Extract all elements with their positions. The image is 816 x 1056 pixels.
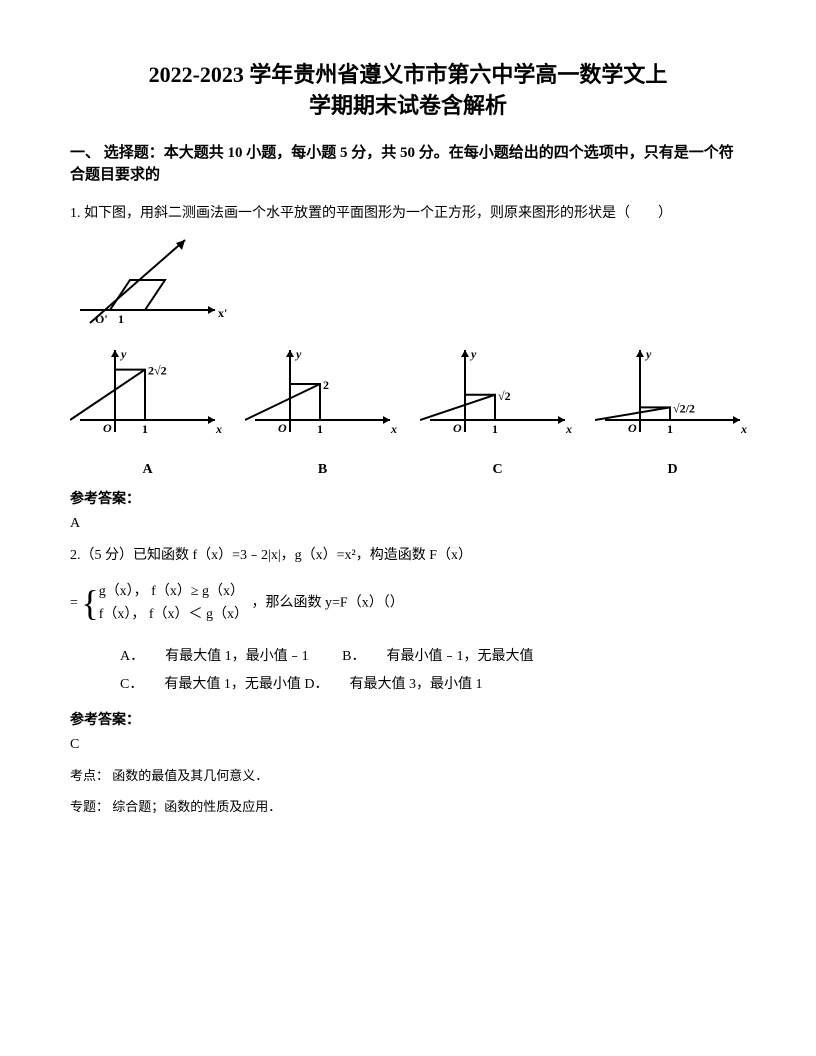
q1-answer: A (70, 516, 746, 532)
section-header: 一、 选择题：本大题共 10 小题，每小题 5 分，共 50 分。在每小题给出的… (70, 142, 746, 187)
option-B-diagram: O 1 x y 2 (245, 340, 400, 460)
svg-text:1: 1 (317, 422, 323, 436)
document-title: 2022-2023 学年贵州省遵义市市第六中学高一数学文上 学期期末试卷含解析 (70, 60, 746, 122)
q2-footnote-2: 专题： 综合题；函数的性质及应用． (70, 796, 746, 815)
svg-text:O': O' (95, 312, 108, 326)
q1-main-diagram: O' 1 x' (70, 235, 746, 330)
option-D-diagram: O 1 x y √2/2 (595, 340, 750, 460)
piece-row-2: f（x）， f（x）＜ g（x） (99, 604, 248, 626)
svg-text:x: x (215, 422, 222, 436)
svg-text:2: 2 (323, 378, 329, 392)
oblique-square-diagram: O' 1 x' (70, 235, 230, 330)
svg-text:1: 1 (492, 422, 498, 436)
svg-text:O: O (278, 421, 287, 435)
q2-piecewise: = { g（x）， f（x）≥ g（x） f（x）， f（x）＜ g（x） ，那… (70, 576, 746, 631)
question-1-text: 1. 如下图，用斜二测画法画一个水平放置的平面图形为一个正方形，则原来图形的形状… (70, 202, 746, 226)
svg-text:x: x (565, 422, 572, 436)
svg-text:1: 1 (118, 312, 124, 326)
svg-text:O: O (103, 421, 112, 435)
question-2-text: 2.（5 分）已知函数 f（x）=3﹣2|x|，g（x）=x²，构造函数 F（x… (70, 544, 746, 568)
q2-option-row-1: A． 有最大值 1，最小值﹣1 B． 有最小值﹣1，无最大值 (70, 643, 746, 671)
svg-text:1: 1 (667, 422, 673, 436)
q2-answer-label: 参考答案： (70, 709, 746, 729)
svg-text:O: O (628, 421, 637, 435)
q2-footnote-1: 考点： 函数的最值及其几何意义． (70, 765, 746, 784)
svg-text:x: x (390, 422, 397, 436)
q2-suffix: ，那么函数 y=F（x）（） (252, 596, 404, 611)
svg-text:x': x' (218, 306, 227, 320)
svg-text:y: y (644, 347, 652, 361)
option-C-diagram: O 1 x y √2 (420, 340, 575, 460)
svg-text:O: O (453, 421, 462, 435)
title-line-1: 2022-2023 学年贵州省遵义市市第六中学高一数学文上 (70, 60, 746, 91)
svg-text:√2/2: √2/2 (673, 402, 695, 416)
q1-options-row: O 1 x y 2√2 A O 1 x y 2 B O 1 x y √2 C (70, 340, 746, 478)
q2-answer: C (70, 737, 746, 753)
svg-text:y: y (469, 347, 477, 361)
title-line-2: 学期期末试卷含解析 (70, 91, 746, 122)
q1-answer-label: 参考答案： (70, 488, 746, 508)
svg-text:y: y (119, 347, 127, 361)
piece-row-1: g（x）， f（x）≥ g（x） (99, 581, 248, 603)
q2-option-row-2: C． 有最大值 1，无最小值 D． 有最大值 3，最小值 1 (70, 671, 746, 699)
svg-text:x: x (740, 422, 747, 436)
svg-text:√2: √2 (498, 389, 511, 403)
option-A-diagram: O 1 x y 2√2 (70, 340, 225, 460)
svg-text:2√2: 2√2 (148, 364, 167, 378)
svg-text:y: y (294, 347, 302, 361)
svg-text:1: 1 (142, 422, 148, 436)
